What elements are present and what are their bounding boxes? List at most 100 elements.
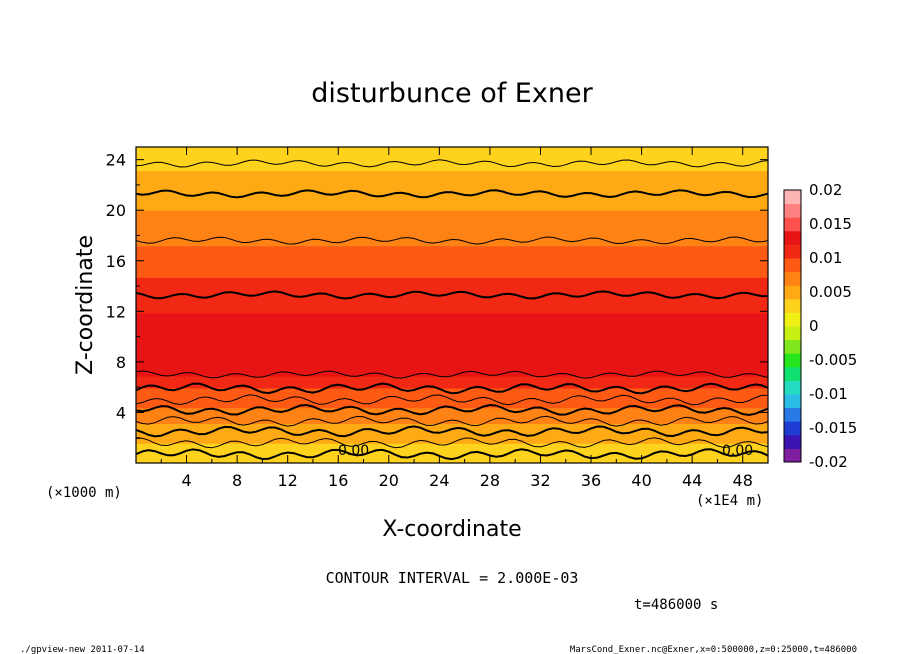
colorbar-segment <box>784 230 801 245</box>
fill-band <box>136 446 768 452</box>
fill-band <box>136 245 768 251</box>
fill-band <box>136 383 768 389</box>
x-tick-label: 20 <box>379 471 399 490</box>
fill-band <box>136 217 768 223</box>
colorbar-tick-label: -0.01 <box>809 385 848 403</box>
fill-band <box>136 320 768 326</box>
fill-band <box>136 158 768 164</box>
fill-band <box>136 415 768 421</box>
colorbar-segment <box>784 203 801 218</box>
fill-band <box>136 442 768 448</box>
fill-band <box>136 268 768 274</box>
fill-band <box>136 324 768 330</box>
fill-band <box>136 300 768 306</box>
y-tick-label: 16 <box>106 252 126 271</box>
colorbar-tick-labels: 0.02 0.015 0.01 0.005 0 -0.005 -0.01 -0.015 -0.0… <box>809 181 857 471</box>
fill-band <box>136 186 768 191</box>
contour-fill <box>136 147 768 463</box>
colorbar-frame <box>783 189 802 463</box>
y-tick-label: 24 <box>106 151 126 170</box>
colorbar-segment <box>784 380 801 395</box>
contour-line <box>136 415 768 427</box>
colorbar-segment <box>784 244 801 259</box>
colorbar-tick-label: -0.005 <box>809 351 857 369</box>
fill-band <box>136 233 768 239</box>
contour-line <box>136 403 768 417</box>
fill-band <box>136 411 768 417</box>
contour-label-left: 0.00 <box>338 443 369 459</box>
fill-band <box>136 355 768 361</box>
x-tick-label: 28 <box>480 471 500 490</box>
fill-band <box>136 375 768 381</box>
fill-band <box>136 328 768 334</box>
fill-band <box>136 284 768 290</box>
fill-band <box>136 261 768 266</box>
contour-lines <box>136 159 768 461</box>
fill-band <box>136 166 768 172</box>
fill-band <box>136 272 768 278</box>
x-tick-label: 40 <box>631 471 651 490</box>
fill-band <box>136 434 768 440</box>
fill-band <box>136 419 768 424</box>
colorbar-tick-label: -0.02 <box>809 453 848 471</box>
footer-right: MarsCond_Exner.nc@Exner,x=0:500000,z=0:2… <box>570 645 857 654</box>
fill-band <box>136 423 768 428</box>
x-tick-label: 4 <box>181 471 191 490</box>
fill-band <box>136 336 768 342</box>
colorbar-segment <box>784 298 801 313</box>
fill-band <box>136 209 768 215</box>
contour-line <box>136 370 768 379</box>
colorbar-segment <box>784 271 801 286</box>
fill-band <box>136 229 768 235</box>
fill-band <box>136 205 768 211</box>
fill-band <box>136 351 768 357</box>
contour-interval-text: CONTOUR INTERVAL = 2.000E-03 <box>326 569 579 587</box>
fill-band <box>136 221 768 227</box>
fill-band <box>136 170 768 176</box>
fill-band <box>136 407 768 413</box>
colorbar-tick-label: 0.01 <box>809 249 842 267</box>
fill-band <box>136 458 768 463</box>
fill-band <box>136 241 768 247</box>
fill-band <box>136 308 768 314</box>
colorbar-tick-label: 0.015 <box>809 215 852 233</box>
fill-band <box>136 288 768 294</box>
contour-line <box>136 425 768 438</box>
fill-band <box>136 430 768 436</box>
fill-band <box>136 213 768 219</box>
chart-title: disturbunce of Exner <box>311 78 593 109</box>
colorbar-segment <box>784 394 801 409</box>
fill-band <box>136 197 768 203</box>
fill-band <box>136 359 768 365</box>
plot-frame <box>135 146 769 464</box>
colorbar <box>784 190 801 463</box>
fill-band <box>136 174 768 180</box>
colorbar-segment <box>784 285 801 300</box>
fill-band <box>136 399 768 405</box>
time-text: t=486000 s <box>634 597 718 613</box>
fill-band <box>136 147 768 152</box>
contour-line <box>136 437 768 449</box>
colorbar-tick-label: 0.005 <box>809 283 852 301</box>
fill-band <box>136 265 768 270</box>
colorbar-segment <box>784 258 801 273</box>
contour-line <box>136 189 768 199</box>
colorbar-tick-label: 0 <box>809 317 819 335</box>
colorbar-segment <box>784 190 801 205</box>
y-tick-label: 12 <box>106 302 126 321</box>
x-unit-left: (×1000 m) <box>46 485 122 501</box>
fill-band <box>136 193 768 199</box>
colorbar-segment <box>784 217 801 232</box>
fill-band <box>136 296 768 302</box>
colorbar-tick-label: -0.015 <box>809 419 857 437</box>
y-tick-label: 20 <box>106 201 126 220</box>
fill-band <box>136 379 768 385</box>
x-tick-label: 24 <box>429 471 449 490</box>
colorbar-segment <box>784 339 801 354</box>
fill-band <box>136 387 768 393</box>
fill-band <box>136 178 768 184</box>
y-tick-label: 4 <box>116 403 126 422</box>
fill-band <box>136 253 768 259</box>
x-tick-label: 16 <box>328 471 348 490</box>
